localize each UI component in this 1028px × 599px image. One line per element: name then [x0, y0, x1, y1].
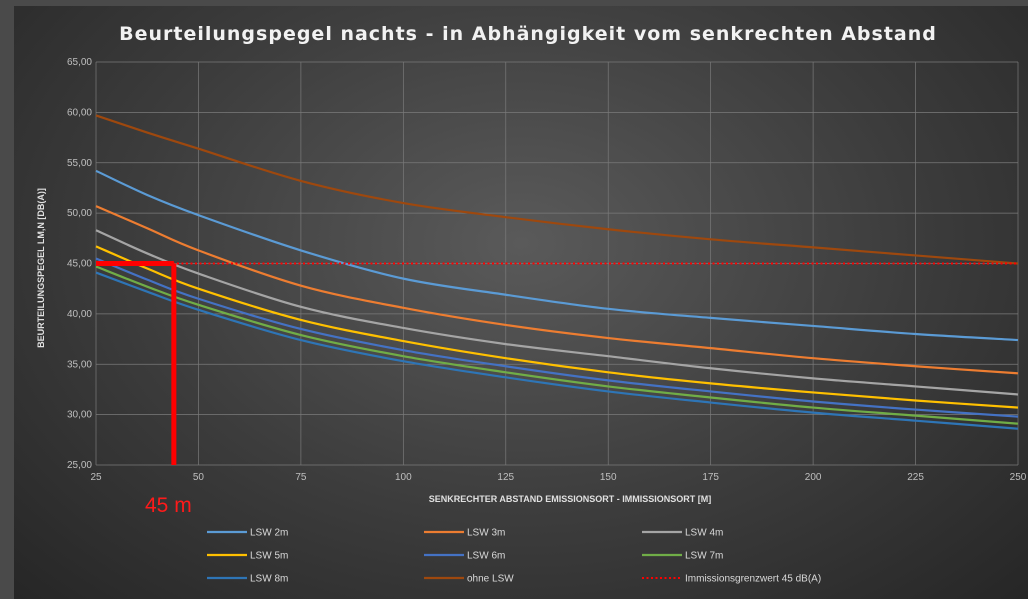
y-tick-label: 50,00	[67, 208, 92, 219]
x-tick-labels: 25 50 75 100 125 150 175 200 225 250	[90, 472, 1026, 483]
x-tick-label: 175	[702, 472, 719, 483]
series-layer	[95, 114, 1019, 430]
y-tick-label: 45,00	[67, 259, 92, 270]
x-tick-label: 200	[805, 472, 822, 483]
x-tick-label: 250	[1010, 472, 1027, 483]
y-tick-label: 25,00	[67, 460, 92, 471]
y-tick-label: 60,00	[67, 107, 92, 118]
legend-label: LSW 8m	[250, 574, 288, 585]
legend-label: ohne LSW	[467, 574, 514, 585]
series-line-lsw-6m	[95, 257, 1019, 418]
series-line-lsw-4m	[95, 229, 1019, 396]
x-tick-label: 75	[295, 472, 307, 483]
chart-frame: Beurteilungspegel nachts - in Abhängigke…	[14, 6, 1028, 599]
series-line-lsw-3m	[95, 205, 1019, 375]
series-line-ohne-lsw	[95, 114, 1019, 265]
y-axis-label: BEURTEILUNGSPEGEL LM,N [DB(A)]	[36, 188, 46, 348]
series-line-lsw-2m	[95, 169, 1019, 342]
y-tick-label: 35,00	[67, 359, 92, 370]
x-tick-label: 125	[497, 472, 514, 483]
legend-label: LSW 5m	[250, 551, 288, 562]
x-tick-label: 225	[907, 472, 924, 483]
x-tick-label: 50	[193, 472, 205, 483]
legend-label: LSW 7m	[685, 551, 723, 562]
chart-title: Beurteilungspegel nachts - in Abhängigke…	[119, 23, 937, 45]
legend-label: LSW 2m	[250, 528, 288, 539]
x-tick-label: 150	[600, 472, 617, 483]
y-tick-labels: 25,00 30,00 35,00 40,00 45,00 50,00 55,00 60,00…	[67, 57, 92, 471]
chart-svg: Beurteilungspegel nachts - in Abhängigke…	[36, 23, 1027, 585]
series-line-lsw-8m	[95, 271, 1019, 430]
legend-label: LSW 4m	[685, 528, 723, 539]
x-tick-label: 100	[395, 472, 412, 483]
series-line-lsw-7m	[95, 265, 1019, 425]
x-tick-label: 25	[90, 472, 102, 483]
annotation-label: 45 m	[145, 494, 192, 517]
legend-label: Immissionsgrenzwert 45 dB(A)	[685, 574, 821, 585]
annotation-layer	[96, 261, 177, 465]
y-tick-label: 65,00	[67, 57, 92, 68]
y-tick-label: 30,00	[67, 410, 92, 421]
y-tick-label: 55,00	[67, 158, 92, 169]
x-axis-label: SENKRECHTER ABSTAND EMISSIONSORT - IMMIS…	[429, 494, 712, 504]
y-tick-label: 40,00	[67, 309, 92, 320]
legend-label: LSW 3m	[467, 528, 505, 539]
legend: LSW 2m LSW 3m LSW 4m LSW 5m LSW 6m LSW 7m LSW …	[207, 528, 821, 585]
legend-label: LSW 6m	[467, 551, 505, 562]
series-line-lsw-5m	[95, 245, 1019, 409]
